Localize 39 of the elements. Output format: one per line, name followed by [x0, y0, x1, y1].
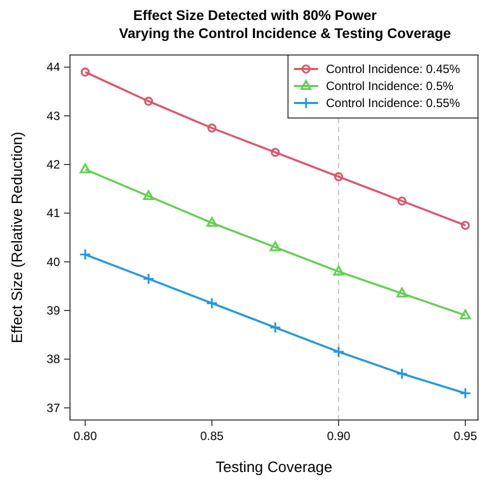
point	[396, 288, 408, 298]
point	[334, 172, 344, 182]
x-tick-label: 0.80	[74, 429, 98, 443]
x-tick-label: 0.85	[200, 429, 224, 443]
y-tick-label: 39	[46, 304, 60, 318]
point	[80, 68, 90, 77]
point	[142, 272, 154, 285]
y-tick-label: 41	[46, 206, 60, 220]
y-tick-label: 40	[46, 254, 60, 269]
point	[207, 124, 216, 132]
point	[333, 266, 344, 276]
y-tick-label: 42	[46, 158, 60, 172]
point	[79, 248, 92, 260]
point	[270, 241, 281, 252]
point	[460, 220, 470, 230]
y-tick-label: 38	[46, 352, 60, 366]
point	[332, 346, 345, 358]
point	[397, 196, 406, 206]
point	[206, 217, 218, 227]
point	[459, 387, 472, 400]
y-tick-label: 44	[46, 60, 60, 74]
legend-label: Control Incidence: 0.45%	[326, 62, 460, 76]
point	[460, 309, 471, 320]
y-axis-title: Effect Size (Relative Reduction)	[9, 132, 26, 344]
point	[270, 148, 280, 157]
x-axis-title: Testing Coverage	[216, 459, 332, 476]
legend-label: Control Incidence: 0.5%	[326, 79, 454, 93]
point	[143, 190, 154, 200]
x-tick-label: 0.90	[326, 429, 351, 443]
point	[206, 297, 218, 310]
y-tick-label: 43	[46, 108, 60, 123]
y-tick-label: 37	[46, 400, 60, 415]
point	[396, 368, 408, 380]
point	[80, 163, 91, 174]
x-tick-label: 0.95	[454, 429, 478, 443]
legend-label: Control Incidence: 0.55%	[326, 96, 460, 110]
point	[144, 96, 154, 106]
point	[269, 322, 282, 334]
chart-title: Effect Size Detected with 80% Power Varying the Control Incidence & Testing Coverage	[119, 7, 452, 41]
